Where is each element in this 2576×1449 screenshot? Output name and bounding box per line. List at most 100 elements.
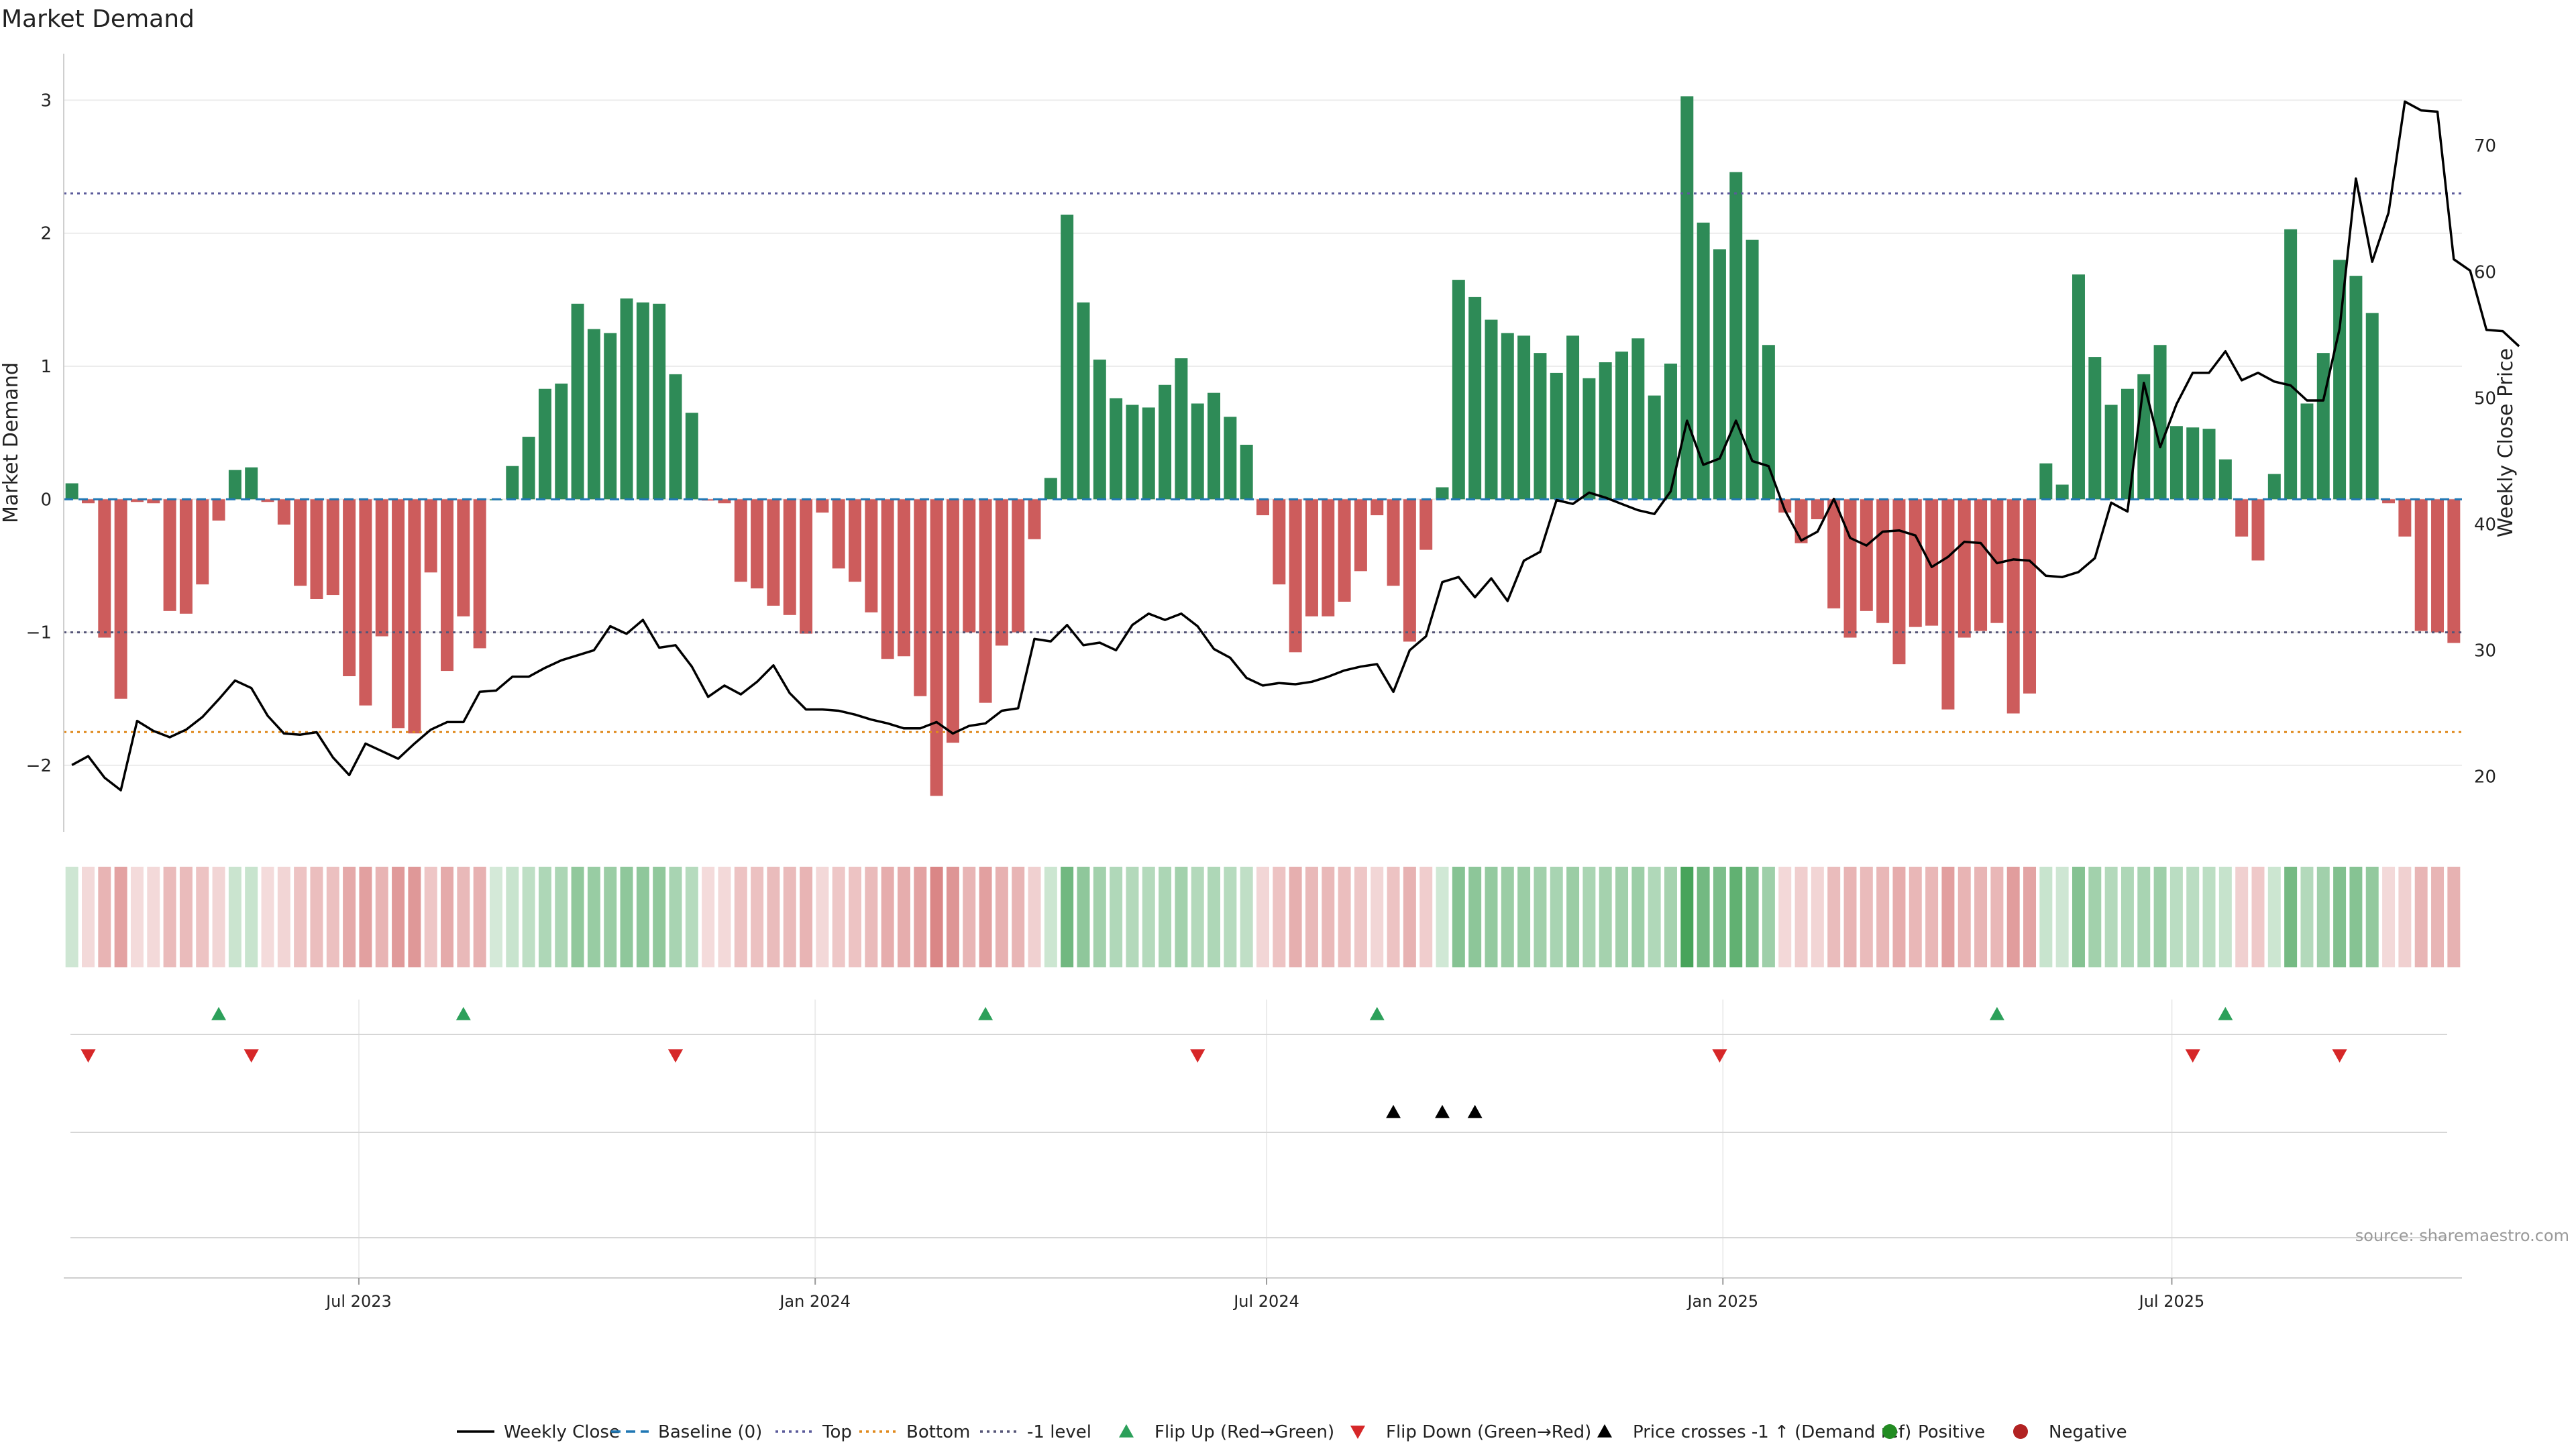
demand-bar: [2431, 499, 2445, 633]
heat-cell: [832, 867, 845, 967]
flip-up-marker: [455, 1007, 471, 1020]
heat-cell: [783, 867, 796, 967]
demand-bar: [1550, 372, 1563, 500]
heat-cell: [1093, 867, 1106, 967]
demand-bar: [2072, 274, 2085, 500]
demand-bar: [1387, 499, 1400, 586]
heat-cell: [1713, 867, 1726, 967]
heat-cell: [489, 867, 502, 967]
heat-cell: [2039, 867, 2053, 967]
demand-bar: [636, 302, 649, 500]
heat-cell: [277, 867, 290, 967]
heat-cell: [800, 867, 813, 967]
demand-bar: [457, 499, 470, 616]
heat-cell: [2447, 867, 2461, 967]
demand-bar: [424, 499, 437, 573]
left-tick-label: 0: [40, 490, 52, 510]
demand-bar: [1354, 499, 1367, 572]
weekly-close-line: [71, 100, 2520, 792]
source-note: source: sharemaestro.com: [2355, 1226, 2569, 1245]
demand-bar: [832, 499, 845, 569]
legend-label: Positive: [1918, 1422, 1985, 1442]
heat-cell: [1208, 867, 1221, 967]
heat-cell: [1860, 867, 1873, 967]
demand-bar: [2284, 229, 2298, 500]
heat-cell: [1974, 867, 1988, 967]
demand-bar: [81, 499, 95, 504]
heat-cell: [326, 867, 339, 967]
demand-bar: [1093, 360, 1106, 500]
heat-cell: [930, 867, 943, 967]
demand-bar: [2333, 260, 2347, 500]
demand-bar: [783, 499, 796, 615]
legend-label: Price crosses -1 ↑ (Demand ref): [1633, 1422, 1911, 1442]
heat-cell: [587, 867, 600, 967]
demand-bar: [294, 499, 307, 586]
demand-bar: [1713, 249, 1726, 500]
demand-bar: [555, 383, 568, 500]
demand-bar: [130, 499, 144, 502]
heat-cell: [179, 867, 193, 967]
legend-label: Negative: [2049, 1422, 2127, 1442]
heat-cell: [979, 867, 992, 967]
heat-cell: [147, 867, 160, 967]
demand-bar: [1762, 345, 1775, 500]
heat-cell: [81, 867, 95, 967]
right-tick-label: 50: [2474, 388, 2496, 409]
heat-cell: [881, 867, 894, 967]
demand-bar: [310, 499, 323, 599]
demand-bar: [1191, 403, 1204, 500]
demand-bar: [2169, 426, 2183, 500]
demand-bar: [2104, 405, 2118, 500]
price-cross-marker: [1386, 1105, 1401, 1118]
demand-bar: [1843, 499, 1857, 638]
demand-bar: [767, 499, 780, 606]
demand-bar: [2267, 474, 2281, 500]
demand-bar: [196, 499, 209, 585]
heat-cell: [1191, 867, 1204, 967]
demand-bar: [1974, 499, 1988, 631]
demand-bar: [2006, 499, 2020, 714]
demand-bar: [2218, 459, 2232, 500]
demand-bar: [277, 499, 290, 525]
demand-bar: [1126, 405, 1139, 500]
demand-heat-strip: [65, 867, 2461, 967]
heat-cell: [2398, 867, 2412, 967]
heat-cell: [212, 867, 225, 967]
heat-cell: [1909, 867, 1922, 967]
heat-cell: [2137, 867, 2151, 967]
demand-bar: [1044, 478, 1057, 500]
demand-bar: [408, 499, 421, 734]
heat-cell: [163, 867, 176, 967]
heat-cell: [1664, 867, 1677, 967]
demand-bar: [2153, 345, 2167, 500]
demand-bar: [114, 499, 127, 699]
heat-cell: [963, 867, 976, 967]
demand-bar: [1680, 96, 1694, 500]
heat-cell: [751, 867, 764, 967]
demand-bar: [1517, 335, 1531, 500]
heat-cell: [1403, 867, 1416, 967]
heat-cell: [1648, 867, 1661, 967]
demand-bar: [1403, 499, 1416, 642]
flip-down-marker: [244, 1049, 259, 1063]
flip-up-marker: [2218, 1007, 2233, 1020]
demand-bar: [881, 499, 894, 659]
heat-cell: [130, 867, 144, 967]
chart-title: Market Demand: [1, 5, 195, 33]
demand-bar: [1615, 352, 1629, 500]
heat-cell: [2072, 867, 2085, 967]
heat-cell: [1061, 867, 1074, 967]
x-axis: Jul 2023 Jan 2024 Jul 2024 Jan 2025 Jul 2025: [64, 1277, 2462, 1311]
demand-bar: [1012, 499, 1025, 633]
demand-bar: [1729, 172, 1743, 500]
demand-bar: [506, 466, 519, 500]
demand-bar: [800, 499, 813, 634]
heat-cell: [1077, 867, 1090, 967]
heat-cell: [1142, 867, 1155, 967]
demand-bar: [2186, 427, 2200, 500]
demand-bar: [1077, 302, 1090, 500]
heat-cell: [914, 867, 927, 967]
heat-cell: [1534, 867, 1547, 967]
